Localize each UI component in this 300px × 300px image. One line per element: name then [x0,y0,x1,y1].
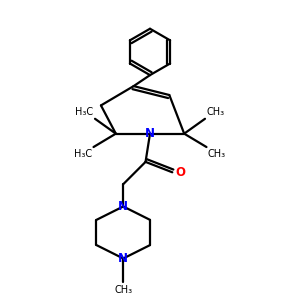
Text: N: N [118,252,128,265]
Text: CH₃: CH₃ [206,107,225,117]
Text: H₃C: H₃C [74,148,92,158]
Text: N: N [118,200,128,213]
Text: CH₃: CH₃ [114,285,132,295]
Text: H₃C: H₃C [75,107,94,117]
Text: CH₃: CH₃ [208,148,226,158]
Text: O: O [176,166,186,179]
Text: N: N [145,127,155,140]
